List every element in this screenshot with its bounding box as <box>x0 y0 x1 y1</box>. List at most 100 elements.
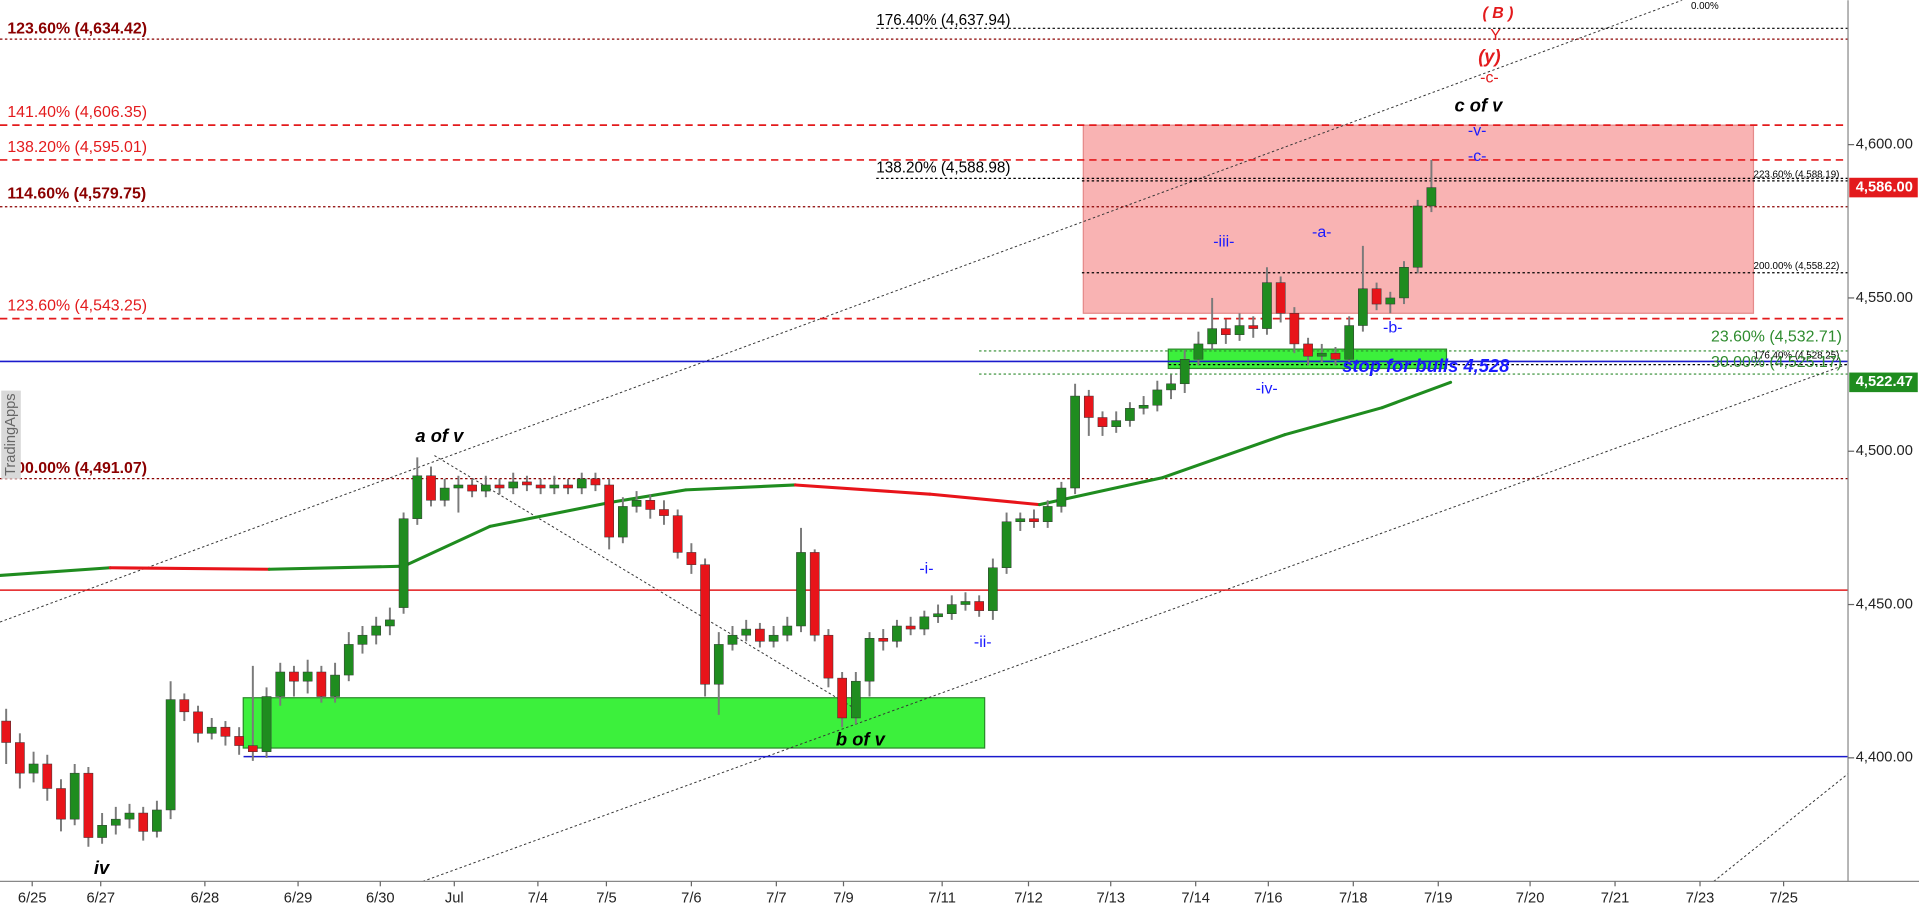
level-label: 114.60% (4,579.75) <box>7 186 146 203</box>
x-tick-label: 7/11 <box>928 890 955 906</box>
moving-average <box>1283 406 1384 437</box>
candle-body <box>1207 328 1217 345</box>
moving-average <box>488 500 614 528</box>
candle-body <box>919 616 930 630</box>
candle-body <box>933 613 943 618</box>
level-label: 23.60% (4,532.71) <box>1711 329 1842 346</box>
candle-body <box>974 601 985 611</box>
candle-body <box>1083 395 1094 418</box>
candle-body <box>1248 325 1259 329</box>
candle-body <box>165 699 176 811</box>
candle-body <box>398 518 409 608</box>
candle-body <box>631 500 642 507</box>
level-label: 138.20% (4,588.98) <box>876 160 1010 177</box>
candle-body <box>1358 288 1368 326</box>
price-tag <box>1849 372 1918 393</box>
x-tick-label: 6/30 <box>366 890 395 906</box>
annotation: a of v <box>415 425 465 446</box>
candle-body <box>138 812 149 832</box>
candle-body <box>535 484 546 489</box>
candle-body <box>1 720 12 743</box>
candle-body <box>220 726 231 737</box>
candle-body <box>960 601 971 605</box>
level-label: 223.60% (4,588.19) <box>1754 169 1840 180</box>
candle-body <box>124 812 135 820</box>
annotation: b of v <box>836 729 887 750</box>
x-tick-label: 6/29 <box>284 890 313 906</box>
candle-body <box>590 478 601 486</box>
x-tick-label: 7/13 <box>1096 890 1125 906</box>
candle-body <box>522 481 532 486</box>
candle-body <box>1289 313 1300 345</box>
moving-average <box>1161 433 1287 480</box>
candle-body <box>508 481 519 489</box>
candle-body <box>1330 352 1341 360</box>
candle-body <box>1111 420 1122 427</box>
candle-body <box>576 478 587 489</box>
candle-body <box>988 567 998 611</box>
x-tick-label: 7/5 <box>596 890 616 906</box>
candle-body <box>604 484 614 538</box>
candle-body <box>385 619 395 627</box>
candle-body <box>837 677 847 719</box>
candle-body <box>261 696 272 752</box>
candle-body <box>234 736 244 746</box>
moving-average <box>794 483 932 496</box>
candle-body <box>69 772 80 820</box>
candle-body <box>371 625 382 636</box>
x-tick-label: 7/16 <box>1254 890 1283 906</box>
candle-body <box>426 475 436 501</box>
y-tick-label: 4,450.00 <box>1856 596 1913 612</box>
candle-body <box>563 484 573 489</box>
candle-body <box>1015 518 1026 523</box>
annotation: iv <box>94 857 111 878</box>
watermark: TradingApps <box>1 390 21 479</box>
candle-body <box>1303 343 1313 357</box>
zone <box>242 697 986 749</box>
x-tick-label: 7/21 <box>1601 890 1630 906</box>
candle-body <box>864 638 875 682</box>
annotation: 0.00% <box>1691 1 1719 12</box>
annotation: stop for bulls 4,528 <box>1342 355 1510 376</box>
candle-body <box>672 515 683 553</box>
x-tick-label: 7/18 <box>1339 890 1368 906</box>
x-tick-label: 7/9 <box>833 890 853 906</box>
annotation: c of v <box>1454 95 1504 116</box>
candle-body <box>686 552 697 565</box>
candle-body <box>412 475 423 519</box>
plot-area: 123.60% (4,634.42) 176.40% (4,637.94) 141.… <box>0 0 1849 882</box>
y-tick-label: 4,400.00 <box>1856 750 1913 766</box>
annotation: -a- <box>1312 224 1331 241</box>
x-tick-label: 7/19 <box>1424 890 1453 906</box>
candle-body <box>28 763 39 774</box>
candle-body <box>700 564 710 685</box>
x-tick-label: 7/7 <box>766 890 786 906</box>
moving-average <box>928 492 1041 507</box>
candle-body <box>1070 395 1080 489</box>
level-label: 123.60% (4,634.42) <box>7 21 147 38</box>
y-tick-label: 4,500.00 <box>1856 443 1913 459</box>
level-label: 30.00% (4,525.17) <box>1711 354 1842 371</box>
candle-body <box>56 788 66 820</box>
candle-body <box>713 644 724 685</box>
candle-body <box>1056 487 1067 507</box>
candle-body <box>727 634 738 645</box>
annotation: -c- <box>1468 148 1487 165</box>
candle-body <box>302 671 313 682</box>
y-tick-label: 4,550.00 <box>1856 290 1913 306</box>
candle-body <box>823 634 834 679</box>
x-tick-label: 6/25 <box>18 890 47 906</box>
x-tick-label: Jul <box>445 890 464 906</box>
annotation: -c- <box>1480 70 1499 87</box>
candle-body <box>110 818 121 826</box>
level-label: 123.60% (4,543.25) <box>7 298 147 315</box>
moving-average <box>0 566 112 577</box>
candle-body <box>1029 518 1039 523</box>
candle-body <box>1097 417 1108 427</box>
level-label: 100.00% (4,491.07) <box>7 460 147 477</box>
price-tag <box>1849 177 1918 198</box>
candle-body <box>659 509 669 516</box>
x-tick-label: 7/14 <box>1181 890 1210 906</box>
candle-body <box>1426 187 1437 207</box>
